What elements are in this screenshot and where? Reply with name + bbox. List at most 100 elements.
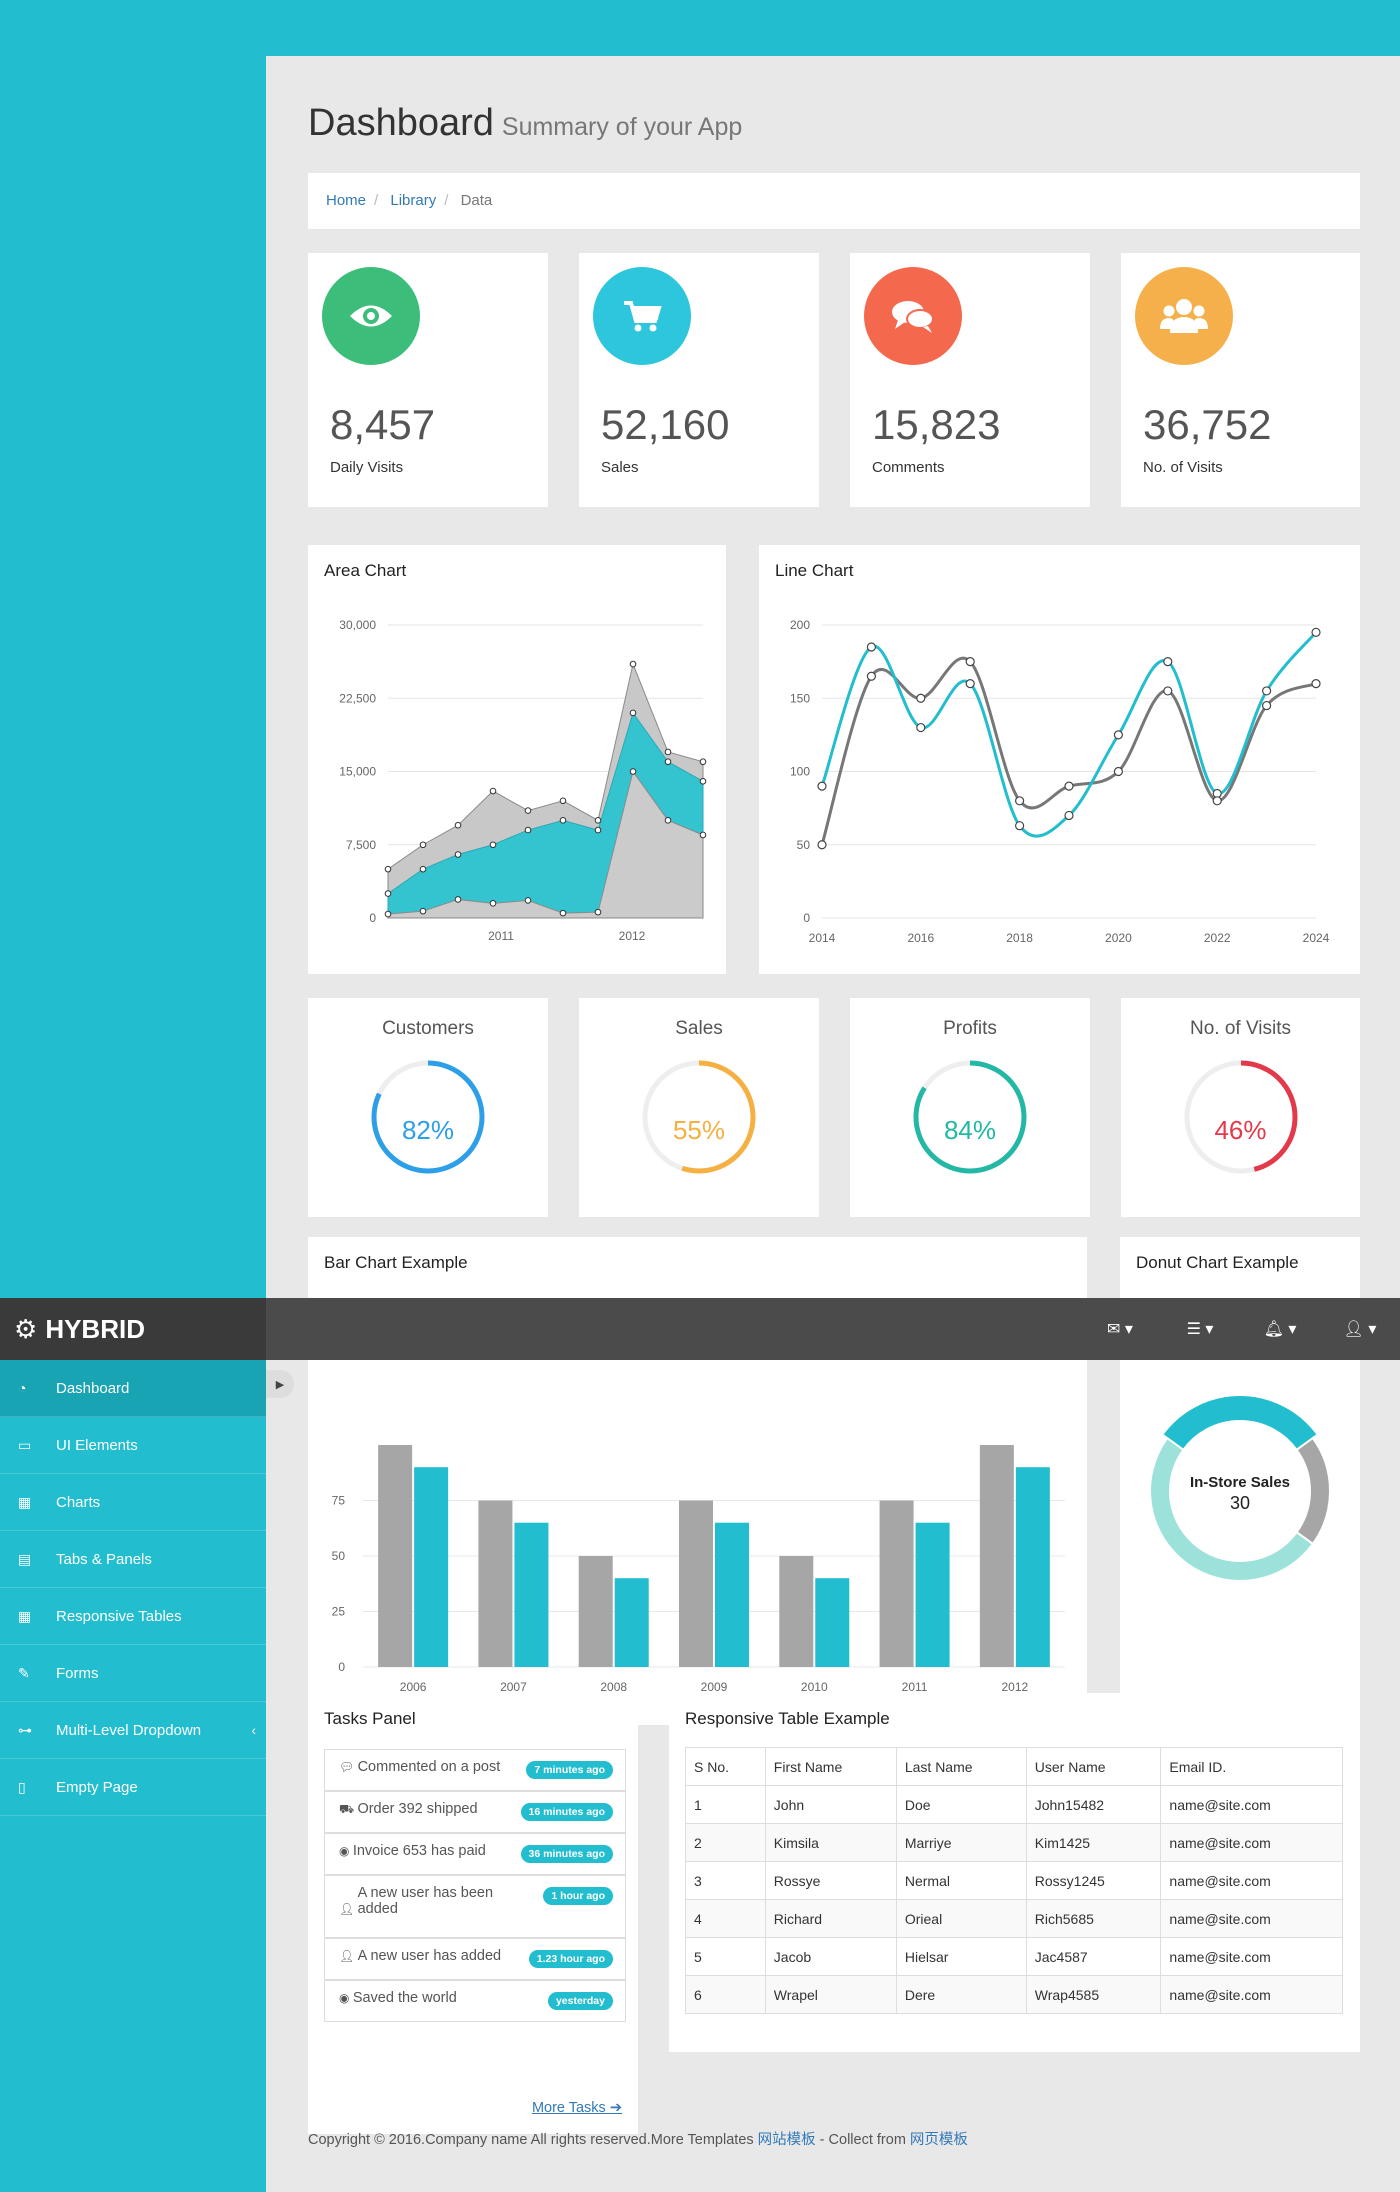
sidebar-item-responsive-tables[interactable]: ▦ Responsive Tables: [0, 1588, 266, 1645]
bar-2008-2: [614, 1578, 649, 1667]
eye-icon: [322, 267, 420, 365]
sidebar-item-charts[interactable]: ▦ Charts: [0, 1474, 266, 1531]
stat-value: 52,160: [601, 401, 730, 448]
main-content: Dashboard Summary of your App Home / Libra…: [266, 56, 1400, 2192]
table-cell: John15482: [1025, 1785, 1162, 1824]
task-item[interactable]: ⛟ Order 392 shipped 16 minutes ago: [324, 1791, 626, 1833]
area-point: [699, 777, 707, 785]
x-tick-label: 2024: [1303, 931, 1330, 945]
responsive-table-card: Responsive Table Example S No. First Name…: [669, 1693, 1360, 2052]
table-cell: Dere: [895, 1975, 1027, 2014]
tasks-icon[interactable]: ☰ ▾: [1186, 1321, 1214, 1338]
y-tick-label: 0: [369, 911, 376, 925]
table-cell: Orieal: [895, 1899, 1027, 1938]
area-point: [559, 909, 567, 917]
sidebar-item-label: UI Elements: [56, 1436, 138, 1454]
sitemap-icon: ⊶: [18, 1721, 32, 1738]
truck-icon: ⛟: [339, 1802, 358, 1816]
line-point: [1311, 679, 1321, 689]
task-item[interactable]: 👤︎ A new user has added 1.23 hour ago: [324, 1938, 626, 1980]
table-cell: name@site.com: [1160, 1861, 1343, 1900]
sidebar-item-empty-page[interactable]: ▯ Empty Page: [0, 1759, 266, 1816]
globe-icon: ◉: [339, 1844, 353, 1858]
task-item[interactable]: ◉ Invoice 653 has paid 36 minutes ago: [324, 1833, 626, 1875]
globe-icon: ◉: [339, 1991, 353, 2005]
area-chart-card: Area Chart 30,000 22,500 15,000 7,500 0 2011 2…: [308, 545, 726, 974]
arrow-circle-right-icon: ➔: [609, 2100, 622, 2116]
table-cell: Jacob: [764, 1937, 897, 1976]
area-point: [384, 865, 392, 873]
more-tasks-link[interactable]: More Tasks ➔: [532, 2100, 622, 2116]
tasks-panel: Tasks Panel 💬︎ Commented on a post 7 minu…: [308, 1693, 638, 2134]
user-icon[interactable]: 👤︎ ▾: [1343, 1321, 1377, 1338]
bar-2006-1: [378, 1445, 413, 1667]
ring-fill: [1184, 1060, 1298, 1174]
area-point: [419, 865, 427, 873]
y-tick-label: 30,000: [339, 618, 376, 632]
line-point: [1113, 766, 1123, 777]
pie-percent: 55%: [672, 1115, 726, 1145]
area-point: [629, 660, 637, 668]
column-header: First Name: [764, 1747, 897, 1786]
desktop-icon: ▭: [18, 1436, 32, 1453]
breadcrumb-library[interactable]: Library: [390, 192, 437, 209]
donut-slice-1: [1160, 1394, 1320, 1452]
table-cell: 3: [685, 1861, 766, 1900]
sidebar-item-forms[interactable]: ✎ Forms: [0, 1645, 266, 1702]
task-item[interactable]: 💬︎ Commented on a post 7 minutes ago: [324, 1749, 626, 1791]
customers-progress-ring: [371, 1060, 485, 1174]
area-point: [489, 841, 497, 849]
task-item[interactable]: 👤︎ A new user has been added 1 hour ago: [324, 1875, 626, 1938]
bar-2009-1: [679, 1500, 713, 1667]
table-cell: Doe: [895, 1785, 1027, 1824]
table-cell: Nermal: [895, 1861, 1027, 1900]
pie-percent: 82%: [401, 1115, 455, 1145]
table-row: 2 Kimsila Marriye Kim1425 name@site.com: [685, 1823, 1343, 1862]
bar-2012-2: [1015, 1467, 1050, 1667]
table-cell: name@site.com: [1160, 1785, 1343, 1824]
bar-2007-1: [478, 1500, 513, 1667]
sidebar-item-tabs-panels[interactable]: ▤ Tabs & Panels: [0, 1531, 266, 1588]
task-text: A new user has added: [357, 1948, 502, 1964]
table-title: Responsive Table Example: [685, 1709, 890, 1728]
donut-center-label: In-Store Sales: [1190, 1474, 1290, 1491]
line-point: [916, 722, 926, 733]
stat-value: 36,752: [1143, 401, 1272, 448]
pie-percent: 46%: [1214, 1115, 1267, 1145]
table-header-row: S No. First Name Last Name User Name Email I…: [685, 1747, 1343, 1786]
footer-link-webpage[interactable]: 网页模板: [909, 2132, 968, 2148]
area-point: [489, 900, 497, 907]
stat-label: Comments: [872, 459, 945, 476]
area-point: [454, 896, 462, 903]
table-cell: name@site.com: [1160, 1823, 1343, 1862]
footer-link-templates[interactable]: 网站模板: [757, 2132, 816, 2148]
pie-title: No. of Visits: [1189, 1018, 1292, 1039]
sidebar-item-ui-elements[interactable]: ▭ UI Elements: [0, 1417, 266, 1474]
table-row: 3 Rossye Nermal Rossy1245 name@site.com: [685, 1861, 1343, 1900]
stat-value: 8,457: [330, 401, 436, 448]
bar-2008-1: [578, 1556, 613, 1667]
table-icon: ▦: [18, 1607, 32, 1624]
line-point: [965, 679, 975, 689]
line-point: [1113, 730, 1123, 740]
y-tick-label: 50: [332, 1549, 346, 1563]
task-text: Order 392 shipped: [357, 1801, 478, 1817]
footer-mid: - Collect from: [815, 2132, 910, 2148]
bar-2011-1: [879, 1500, 914, 1667]
sidebar-item-multi-level-dropdown[interactable]: ⊶ Multi-Level Dropdown ‹: [0, 1702, 266, 1759]
envelope-icon[interactable]: ✉ ▾: [1107, 1321, 1133, 1338]
task-text: Commented on a post: [357, 1759, 501, 1775]
sidebar-item-dashboard[interactable]: ◔ Dashboard: [0, 1360, 266, 1417]
breadcrumb-data: Data: [460, 192, 493, 209]
brand[interactable]: ⚙ HYBRID: [0, 1298, 266, 1360]
breadcrumb-home[interactable]: Home: [326, 192, 367, 209]
bell-icon[interactable]: 🔔︎ ▾: [1263, 1321, 1297, 1338]
task-item[interactable]: ◉ Saved the world yesterday: [324, 1980, 626, 2022]
area-point: [699, 831, 707, 839]
sidebar-toggle-button[interactable]: ▶: [266, 1370, 294, 1398]
donut-center-value: 30: [1230, 1493, 1250, 1513]
line-point: [1163, 686, 1173, 696]
task-time-badge: 7 minutes ago: [526, 1761, 613, 1779]
line-point: [1262, 700, 1272, 711]
bar-chart: 75 50 25 0 2006 2007 2008 2009 2010 2011 2012: [332, 1445, 1065, 1694]
